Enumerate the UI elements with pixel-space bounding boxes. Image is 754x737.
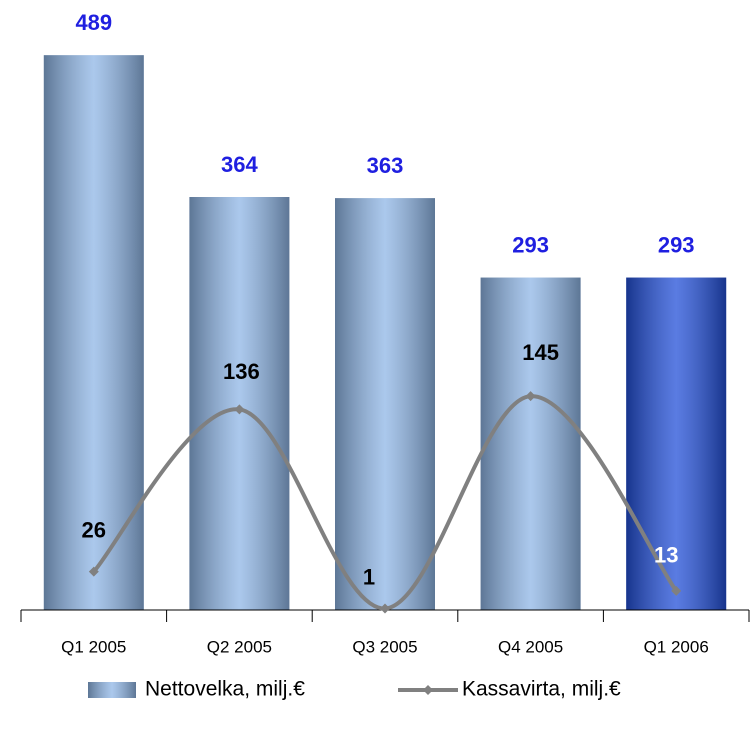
bar-value-label: 293: [512, 232, 549, 257]
line-value-label: 1: [363, 564, 375, 589]
line-value-label: 26: [82, 517, 106, 542]
legend-label: Nettovelka, milj.€: [145, 678, 305, 701]
x-tick-label: Q1 2005: [61, 637, 126, 656]
line-marker: [234, 404, 245, 415]
line-value-label: 145: [522, 340, 559, 365]
bar-shade: [43, 55, 144, 610]
bar-shade: [480, 277, 581, 610]
bar-value-label: 293: [658, 232, 695, 257]
line-marker: [88, 566, 99, 577]
line-marker: [525, 391, 536, 402]
x-tick-label: Q1 2006: [644, 637, 709, 656]
line-value-label: 13: [654, 543, 678, 568]
bar-shade: [189, 197, 290, 610]
line-marker: [671, 585, 682, 596]
x-tick-label: Q3 2005: [352, 637, 417, 656]
x-tick-label: Q2 2005: [207, 637, 272, 656]
legend-label: Kassavirta, milj.€: [462, 678, 621, 701]
line-marker: [380, 603, 390, 614]
bar-shade: [335, 198, 435, 610]
bar-value-label: 489: [75, 10, 112, 35]
x-tick-label: Q4 2005: [498, 637, 563, 656]
legend-marker: [423, 685, 433, 695]
bar-value-label: 363: [367, 153, 404, 178]
bar-shade: [626, 277, 727, 610]
bar-value-label: 364: [221, 152, 258, 177]
line-value-label: 136: [223, 359, 260, 384]
legend-swatch-shade: [88, 682, 136, 698]
